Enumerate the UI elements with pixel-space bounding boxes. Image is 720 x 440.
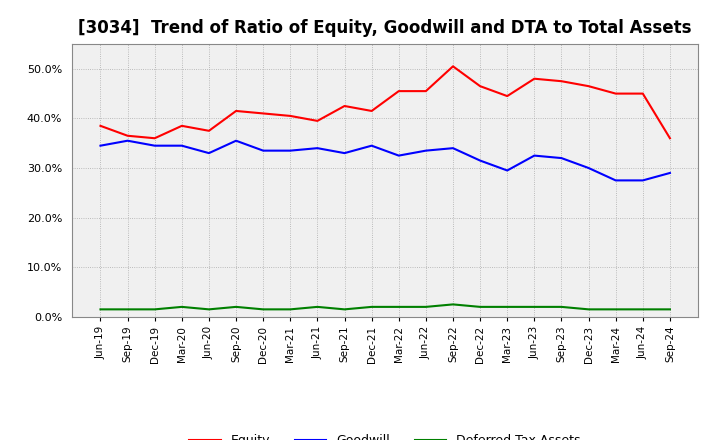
Deferred Tax Assets <box>611 307 620 312</box>
Equity <box>395 88 403 94</box>
Goodwill <box>204 150 213 156</box>
Line: Equity: Equity <box>101 66 670 138</box>
Deferred Tax Assets <box>313 304 322 309</box>
Goodwill <box>178 143 186 148</box>
Deferred Tax Assets <box>259 307 268 312</box>
Goodwill <box>286 148 294 153</box>
Goodwill <box>421 148 430 153</box>
Line: Goodwill: Goodwill <box>101 141 670 180</box>
Deferred Tax Assets <box>341 307 349 312</box>
Deferred Tax Assets <box>96 307 105 312</box>
Deferred Tax Assets <box>395 304 403 309</box>
Deferred Tax Assets <box>639 307 647 312</box>
Deferred Tax Assets <box>421 304 430 309</box>
Equity <box>421 88 430 94</box>
Goodwill <box>341 150 349 156</box>
Equity <box>639 91 647 96</box>
Equity <box>665 136 674 141</box>
Goodwill <box>665 170 674 176</box>
Equity <box>449 64 457 69</box>
Goodwill <box>123 138 132 143</box>
Deferred Tax Assets <box>286 307 294 312</box>
Deferred Tax Assets <box>665 307 674 312</box>
Deferred Tax Assets <box>367 304 376 309</box>
Equity <box>204 128 213 133</box>
Equity <box>96 123 105 128</box>
Goodwill <box>96 143 105 148</box>
Goodwill <box>611 178 620 183</box>
Legend: Equity, Goodwill, Deferred Tax Assets: Equity, Goodwill, Deferred Tax Assets <box>184 429 586 440</box>
Goodwill <box>557 155 566 161</box>
Equity <box>503 93 511 99</box>
Equity <box>476 84 485 89</box>
Line: Deferred Tax Assets: Deferred Tax Assets <box>101 304 670 309</box>
Equity <box>313 118 322 124</box>
Goodwill <box>367 143 376 148</box>
Deferred Tax Assets <box>449 302 457 307</box>
Deferred Tax Assets <box>530 304 539 309</box>
Equity <box>259 111 268 116</box>
Equity <box>611 91 620 96</box>
Goodwill <box>639 178 647 183</box>
Goodwill <box>530 153 539 158</box>
Equity <box>557 79 566 84</box>
Goodwill <box>150 143 159 148</box>
Deferred Tax Assets <box>557 304 566 309</box>
Equity <box>178 123 186 128</box>
Deferred Tax Assets <box>232 304 240 309</box>
Equity <box>123 133 132 139</box>
Deferred Tax Assets <box>178 304 186 309</box>
Equity <box>150 136 159 141</box>
Goodwill <box>584 165 593 171</box>
Equity <box>367 108 376 114</box>
Deferred Tax Assets <box>584 307 593 312</box>
Equity <box>232 108 240 114</box>
Goodwill <box>259 148 268 153</box>
Equity <box>341 103 349 109</box>
Deferred Tax Assets <box>150 307 159 312</box>
Deferred Tax Assets <box>204 307 213 312</box>
Title: [3034]  Trend of Ratio of Equity, Goodwill and DTA to Total Assets: [3034] Trend of Ratio of Equity, Goodwil… <box>78 19 692 37</box>
Equity <box>584 84 593 89</box>
Deferred Tax Assets <box>476 304 485 309</box>
Equity <box>286 113 294 118</box>
Goodwill <box>395 153 403 158</box>
Goodwill <box>449 146 457 151</box>
Goodwill <box>313 146 322 151</box>
Equity <box>530 76 539 81</box>
Deferred Tax Assets <box>503 304 511 309</box>
Goodwill <box>503 168 511 173</box>
Goodwill <box>232 138 240 143</box>
Deferred Tax Assets <box>123 307 132 312</box>
Goodwill <box>476 158 485 163</box>
